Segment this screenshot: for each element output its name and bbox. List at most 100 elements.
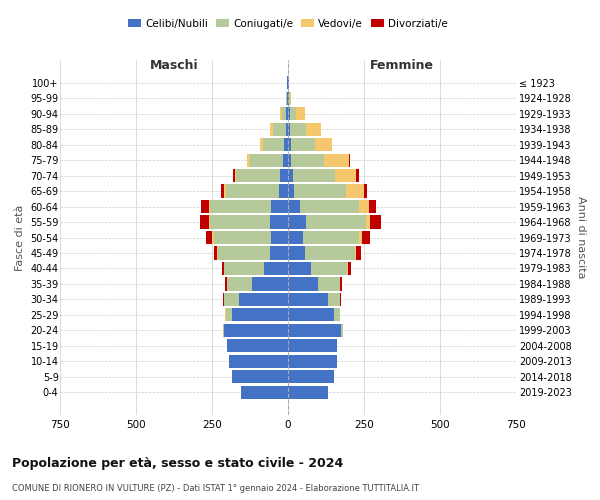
Bar bbox=[288, 278, 319, 290]
Bar bbox=[214, 246, 217, 260]
Bar bbox=[341, 324, 343, 337]
Bar bbox=[270, 246, 288, 260]
Y-axis label: Anni di nascita: Anni di nascita bbox=[575, 196, 586, 279]
Bar bbox=[288, 138, 291, 151]
Bar bbox=[224, 293, 239, 306]
Bar bbox=[229, 354, 288, 368]
Bar bbox=[263, 262, 288, 275]
Bar bbox=[211, 216, 270, 228]
Text: Femmine: Femmine bbox=[370, 59, 434, 72]
Bar bbox=[202, 200, 209, 213]
Bar bbox=[271, 122, 274, 136]
Bar bbox=[251, 278, 288, 290]
Bar bbox=[236, 169, 280, 182]
Bar bbox=[290, 107, 296, 120]
Bar bbox=[316, 138, 332, 151]
Bar bbox=[247, 154, 250, 166]
Bar bbox=[288, 231, 303, 244]
Bar bbox=[346, 184, 364, 198]
Bar bbox=[224, 184, 226, 198]
Bar bbox=[355, 246, 356, 260]
Y-axis label: Fasce di età: Fasce di età bbox=[14, 204, 25, 270]
Bar bbox=[365, 216, 370, 228]
Bar bbox=[274, 122, 286, 136]
Text: COMUNE DI RIONERO IN VULTURE (PZ) - Dati ISTAT 1° gennaio 2024 - Elaborazione TU: COMUNE DI RIONERO IN VULTURE (PZ) - Dati… bbox=[12, 484, 419, 493]
Bar bbox=[288, 324, 341, 337]
Bar bbox=[217, 246, 218, 260]
Bar bbox=[311, 262, 347, 275]
Bar bbox=[288, 386, 328, 399]
Bar bbox=[224, 324, 288, 337]
Bar bbox=[286, 122, 288, 136]
Bar bbox=[288, 184, 294, 198]
Bar bbox=[294, 184, 346, 198]
Bar bbox=[349, 154, 350, 166]
Bar bbox=[235, 169, 236, 182]
Bar bbox=[263, 138, 284, 151]
Bar bbox=[211, 200, 271, 213]
Bar bbox=[226, 184, 279, 198]
Bar bbox=[305, 122, 321, 136]
Bar bbox=[288, 308, 334, 322]
Bar bbox=[209, 216, 211, 228]
Bar bbox=[241, 386, 288, 399]
Bar bbox=[370, 216, 381, 228]
Bar bbox=[288, 76, 289, 90]
Bar bbox=[289, 92, 290, 105]
Bar bbox=[221, 184, 224, 198]
Bar bbox=[288, 92, 289, 105]
Bar bbox=[334, 308, 340, 322]
Bar bbox=[296, 107, 305, 120]
Bar bbox=[328, 293, 340, 306]
Bar bbox=[288, 246, 305, 260]
Bar bbox=[227, 340, 288, 352]
Bar bbox=[222, 262, 224, 275]
Bar bbox=[214, 231, 271, 244]
Bar bbox=[239, 293, 288, 306]
Bar bbox=[340, 278, 342, 290]
Bar bbox=[347, 262, 348, 275]
Text: Popolazione per età, sesso e stato civile - 2024: Popolazione per età, sesso e stato civil… bbox=[12, 458, 343, 470]
Bar bbox=[209, 200, 211, 213]
Bar bbox=[279, 184, 288, 198]
Bar bbox=[288, 200, 300, 213]
Bar bbox=[286, 107, 288, 120]
Bar bbox=[335, 169, 356, 182]
Bar bbox=[359, 200, 368, 213]
Bar bbox=[362, 231, 370, 244]
Legend: Celibi/Nubili, Coniugati/e, Vedovi/e, Divorziati/e: Celibi/Nubili, Coniugati/e, Vedovi/e, Di… bbox=[125, 16, 451, 32]
Bar bbox=[288, 107, 290, 120]
Bar bbox=[260, 138, 263, 151]
Bar bbox=[288, 216, 306, 228]
Bar bbox=[288, 169, 293, 182]
Bar bbox=[232, 370, 288, 384]
Bar bbox=[282, 107, 286, 120]
Bar bbox=[288, 293, 328, 306]
Bar bbox=[224, 262, 263, 275]
Bar bbox=[288, 154, 291, 166]
Bar bbox=[212, 231, 214, 244]
Bar bbox=[286, 92, 287, 105]
Bar bbox=[319, 278, 340, 290]
Bar bbox=[359, 231, 362, 244]
Bar bbox=[364, 184, 367, 198]
Bar bbox=[270, 216, 288, 228]
Bar bbox=[288, 354, 337, 368]
Bar bbox=[306, 216, 365, 228]
Bar bbox=[340, 293, 341, 306]
Bar bbox=[356, 169, 359, 182]
Bar bbox=[300, 200, 359, 213]
Bar bbox=[291, 138, 316, 151]
Text: Maschi: Maschi bbox=[149, 59, 199, 72]
Bar bbox=[226, 278, 227, 290]
Bar bbox=[348, 262, 350, 275]
Bar bbox=[356, 246, 361, 260]
Bar bbox=[280, 169, 288, 182]
Bar bbox=[288, 340, 337, 352]
Bar bbox=[206, 231, 212, 244]
Bar bbox=[293, 169, 335, 182]
Bar bbox=[223, 293, 224, 306]
Bar bbox=[303, 231, 359, 244]
Bar bbox=[284, 138, 288, 151]
Bar bbox=[218, 246, 270, 260]
